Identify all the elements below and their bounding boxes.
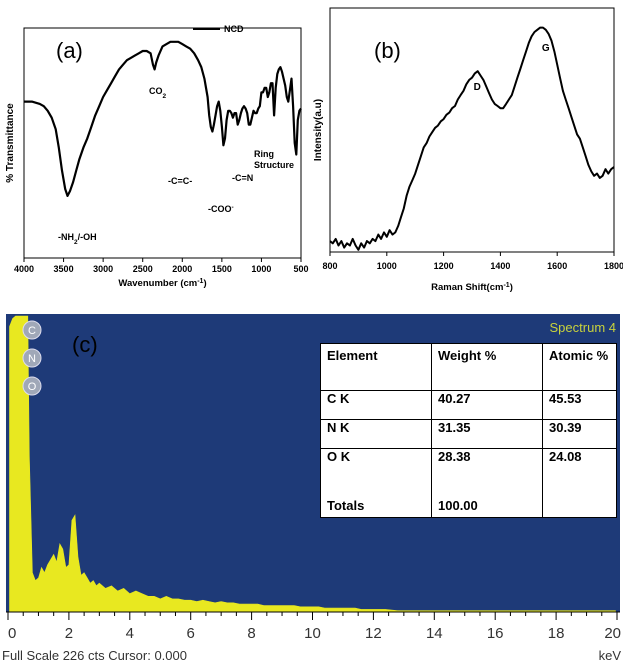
x-tick-label: 1600: [547, 261, 567, 271]
header-atomic: Atomic %: [542, 343, 617, 391]
totals-weight: 100.00: [431, 477, 543, 518]
cell-element: O K: [320, 448, 432, 477]
raman-series-line: [329, 26, 615, 251]
x-tick-label: 18: [548, 625, 565, 642]
x-tick-label: 2: [65, 625, 73, 642]
x-tick-label: 16: [487, 625, 504, 642]
cell-weight: 31.35: [431, 419, 543, 449]
table-row: C K 40.27 45.53: [320, 390, 617, 420]
x-tick-label: 4000: [14, 264, 34, 274]
annotation-label: Structure: [254, 160, 294, 170]
x-tick-label: 20: [604, 625, 621, 642]
x-axis-label: Raman Shift(cm-1): [431, 282, 513, 294]
plot-frame: [329, 7, 615, 253]
header-weight: Weight %: [431, 343, 543, 391]
header-element: Element: [320, 343, 432, 391]
element-marker-label: N: [28, 353, 36, 365]
table-header-row: Element Weight % Atomic %: [320, 343, 617, 391]
x-tick-label: 4: [126, 625, 134, 642]
element-marker-icon: [22, 320, 42, 340]
x-tick-label: 12: [365, 625, 382, 642]
cell-atomic: 24.08: [542, 448, 617, 477]
raman-chart: 800 1000 1200 1400 1600 1800 Raman Shift(cm-1)…: [313, 7, 623, 294]
composition-table: Element Weight % Atomic % C K 40.27 45.5…: [320, 343, 617, 518]
table-row: N K 31.35 30.39: [320, 419, 617, 449]
spectrum-label: Spectrum 4: [550, 320, 616, 335]
annotation-label: -C=N: [232, 173, 253, 183]
x-tick-label: 800: [322, 261, 337, 271]
x-tick-label: 500: [293, 264, 308, 274]
legend-entry: NCD: [224, 24, 244, 34]
x-tick-label: 3000: [93, 264, 113, 274]
eds-footer-left: Full Scale 226 cts Cursor: 0.000: [2, 648, 187, 663]
x-axis-label: Wavenumber (cm-1): [118, 278, 206, 290]
cell-atomic: 45.53: [542, 390, 617, 420]
cell-weight: 40.27: [431, 390, 543, 420]
element-marker-label: C: [28, 325, 36, 337]
annotation-label: D: [474, 82, 481, 93]
x-tick-label: 1800: [604, 261, 623, 271]
annotation-label: G: [542, 43, 550, 54]
totals-atomic: [542, 477, 617, 518]
x-tick-label: 3500: [54, 264, 74, 274]
element-marker-icon: [22, 376, 42, 396]
element-marker-icon: [22, 348, 42, 368]
cell-weight: 28.38: [431, 448, 543, 477]
annotation-label: Ring: [254, 149, 274, 159]
x-tick-label: 1400: [490, 261, 510, 271]
x-tick-label: 2000: [172, 264, 192, 274]
y-axis-label: Intensity(a.u): [313, 99, 324, 161]
x-tick-label: 6: [187, 625, 195, 642]
x-tick-label: 14: [426, 625, 443, 642]
table-totals-row: Totals 100.00: [320, 477, 617, 518]
annotation-label: -COO-: [208, 204, 234, 215]
eds-footer-right: keV: [599, 648, 622, 663]
x-tick-label: 8: [247, 625, 255, 642]
x-tick-label: 1200: [434, 261, 454, 271]
totals-label: Totals: [320, 477, 432, 518]
series-line-ncd: [24, 40, 302, 197]
annotation-label: -NH2/-OH: [58, 232, 97, 246]
cell-element: N K: [320, 419, 432, 449]
element-marker-label: O: [28, 381, 37, 393]
cell-element: C K: [320, 390, 432, 420]
x-tick-label: 1000: [251, 264, 271, 274]
x-tick-label: 1500: [212, 264, 232, 274]
x-tick-label: 0: [8, 625, 16, 642]
cell-atomic: 30.39: [542, 419, 617, 449]
panel-label: (b): [374, 38, 401, 63]
annotation-label: CO2: [149, 86, 167, 100]
plot-frame: [23, 27, 302, 259]
x-tick-label: 2500: [133, 264, 153, 274]
table-row: O K 28.38 24.08: [320, 448, 617, 477]
panel-label: (a): [56, 38, 83, 63]
ftir-chart: 4000 3500 3000 2500 2000 1500 1000 500 Wavenumbe…: [5, 24, 309, 290]
annotation-label: -C=C-: [168, 176, 192, 186]
eds-spectrum-fill: [9, 315, 616, 613]
x-tick-label: 1000: [377, 261, 397, 271]
panel-label: (c): [72, 332, 98, 357]
x-tick-label: 10: [304, 625, 321, 642]
y-axis-label: % Transmittance: [5, 103, 16, 183]
